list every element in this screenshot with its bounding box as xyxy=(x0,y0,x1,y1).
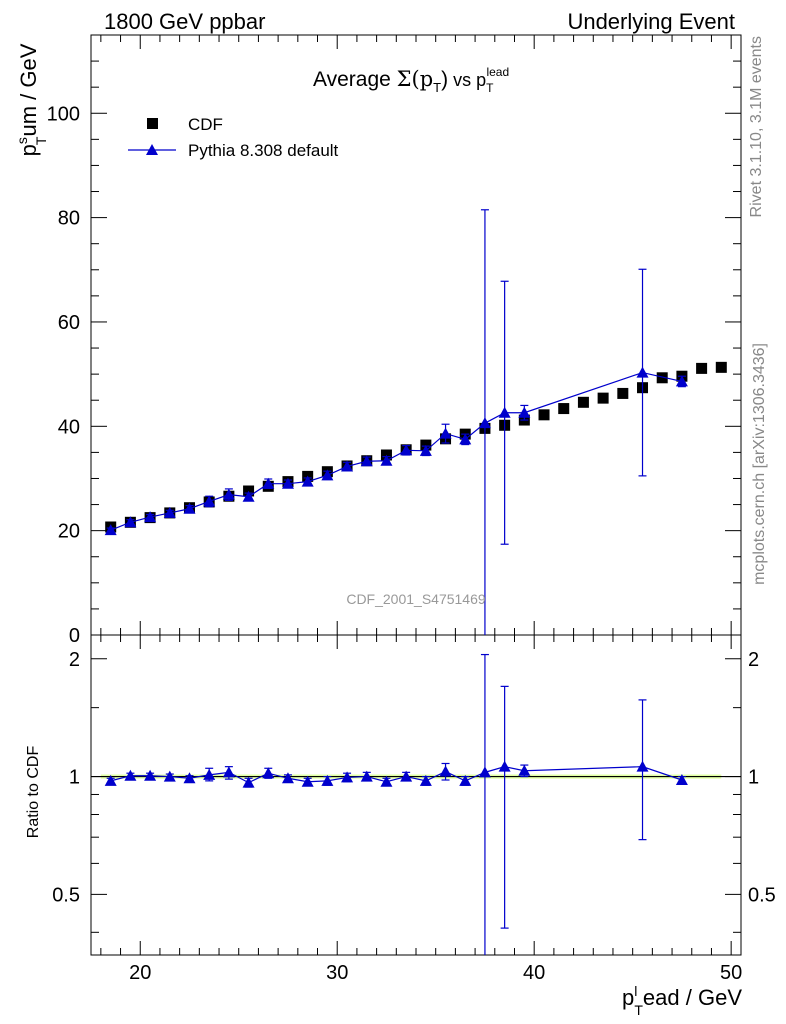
x-tick-label: 40 xyxy=(523,962,545,984)
legend: CDF Pythia 8.308 default xyxy=(128,115,339,160)
pythia-point xyxy=(163,506,176,518)
y-tick-label: 40 xyxy=(58,416,80,438)
pythia-point xyxy=(203,495,216,507)
cdf-point xyxy=(715,361,727,373)
y-axis-label: ps Tum / GeV xyxy=(14,43,49,156)
pythia-ratio-point xyxy=(183,772,196,784)
pythia-ratio-point xyxy=(400,770,413,782)
pythia-ratio-point xyxy=(262,767,275,779)
y-tick-label: 0 xyxy=(69,625,80,647)
mcplots-label: mcplots.cern.ch [arXiv:1306.3436] xyxy=(751,343,768,585)
pythia-ratio-point xyxy=(104,774,117,786)
cdf-point xyxy=(617,387,629,399)
pythia-point xyxy=(124,516,137,528)
pythia-ratio-point xyxy=(459,774,472,786)
process-label: Underlying Event xyxy=(567,9,735,34)
pythia-point xyxy=(478,417,491,429)
x-axis-label: pl Tead / GeV xyxy=(622,983,742,1018)
pythia-ratio-point xyxy=(301,775,314,787)
pythia-point xyxy=(459,433,472,445)
x-tick-label: 50 xyxy=(720,962,742,984)
cdf-point xyxy=(538,409,550,421)
cdf-point xyxy=(597,392,609,404)
pythia-point xyxy=(675,375,688,387)
cdf-point xyxy=(558,403,570,415)
pythia-ratio-point xyxy=(321,774,334,786)
y-tick-label: 20 xyxy=(58,521,80,543)
ratio-tick-label-right: 0.5 xyxy=(748,884,776,906)
pythia-ratio-point xyxy=(439,765,452,777)
pythia-point xyxy=(144,511,157,523)
ratio-plot-data xyxy=(104,653,688,955)
pythia-point xyxy=(104,524,117,536)
y-tick-label: 100 xyxy=(47,103,80,125)
main-axis-ticks: 0 20 40 60 80 100 xyxy=(47,34,741,647)
analysis-id-label: CDF_2001_S4751469 xyxy=(346,591,486,607)
pythia-point xyxy=(262,477,275,489)
pythia-point xyxy=(222,488,235,500)
pythia-point xyxy=(518,406,531,418)
ratio-axis-label: Ratio to CDF xyxy=(25,746,42,839)
y-tick-label: 80 xyxy=(58,208,80,230)
pythia-ratio-point xyxy=(380,775,393,787)
x-tick-label: 30 xyxy=(326,962,348,984)
pythia-point xyxy=(281,477,294,489)
pythia-ratio-point xyxy=(203,768,216,780)
pythia-ratio-point xyxy=(498,760,511,772)
pythia-point xyxy=(419,444,432,456)
pythia-ratio-point xyxy=(478,766,491,778)
pythia-point xyxy=(321,469,334,481)
cdf-point xyxy=(577,396,589,408)
legend-pythia-label: Pythia 8.308 default xyxy=(188,141,339,160)
pythia-point xyxy=(498,406,511,418)
pythia-ratio-point xyxy=(242,776,255,788)
pythia-ratio-point xyxy=(518,764,531,776)
y-tick-label: 60 xyxy=(58,312,80,334)
ratio-tick-label-left: 0.5 xyxy=(52,884,80,906)
ratio-tick-label-right: 2 xyxy=(748,649,759,671)
pythia-point xyxy=(242,490,255,502)
pythia-point xyxy=(341,460,354,472)
pythia-point xyxy=(360,455,373,467)
cdf-point xyxy=(656,372,668,384)
rivet-version-label: Rivet 3.1.10, 3.1M events xyxy=(748,36,765,217)
legend-cdf-marker xyxy=(147,118,158,129)
pythia-ratio-point xyxy=(144,769,157,781)
pythia-ratio-point xyxy=(281,772,294,784)
pythia-point xyxy=(636,366,649,378)
pythia-point xyxy=(183,502,196,514)
main-plot-data xyxy=(104,209,727,635)
pythia-point xyxy=(380,454,393,466)
ratio-tick-label-left: 1 xyxy=(69,767,80,789)
pythia-point xyxy=(439,427,452,439)
ratio-tick-label-right: 1 xyxy=(748,767,759,789)
plot-title: Average Σ(pT) vs pTlead xyxy=(313,65,509,95)
pythia-ratio-point xyxy=(419,774,432,786)
x-tick-label: 20 xyxy=(129,962,151,984)
ratio-plot-frame xyxy=(90,634,742,956)
pythia-line xyxy=(110,371,683,531)
pythia-ratio-point xyxy=(341,771,354,783)
pythia-ratio-point xyxy=(636,760,649,772)
ratio-axis-ticks: 20 30 40 50 0.5 0.5 1 1 2 2 xyxy=(52,635,776,984)
pythia-point xyxy=(400,444,413,456)
pythia-ratio-point xyxy=(675,773,688,785)
legend-pythia-marker xyxy=(146,144,158,155)
pythia-ratio-line xyxy=(110,766,683,784)
energy-label: 1800 GeV ppbar xyxy=(104,9,265,34)
pythia-point xyxy=(301,475,314,487)
cdf-point xyxy=(696,362,708,374)
pythia-ratio-point xyxy=(163,770,176,782)
pythia-ratio-point xyxy=(222,766,235,778)
ratio-tick-label-left: 2 xyxy=(69,649,80,671)
legend-cdf-label: CDF xyxy=(188,115,223,134)
pythia-ratio-point xyxy=(124,769,137,781)
pythia-ratio-point xyxy=(360,770,373,782)
